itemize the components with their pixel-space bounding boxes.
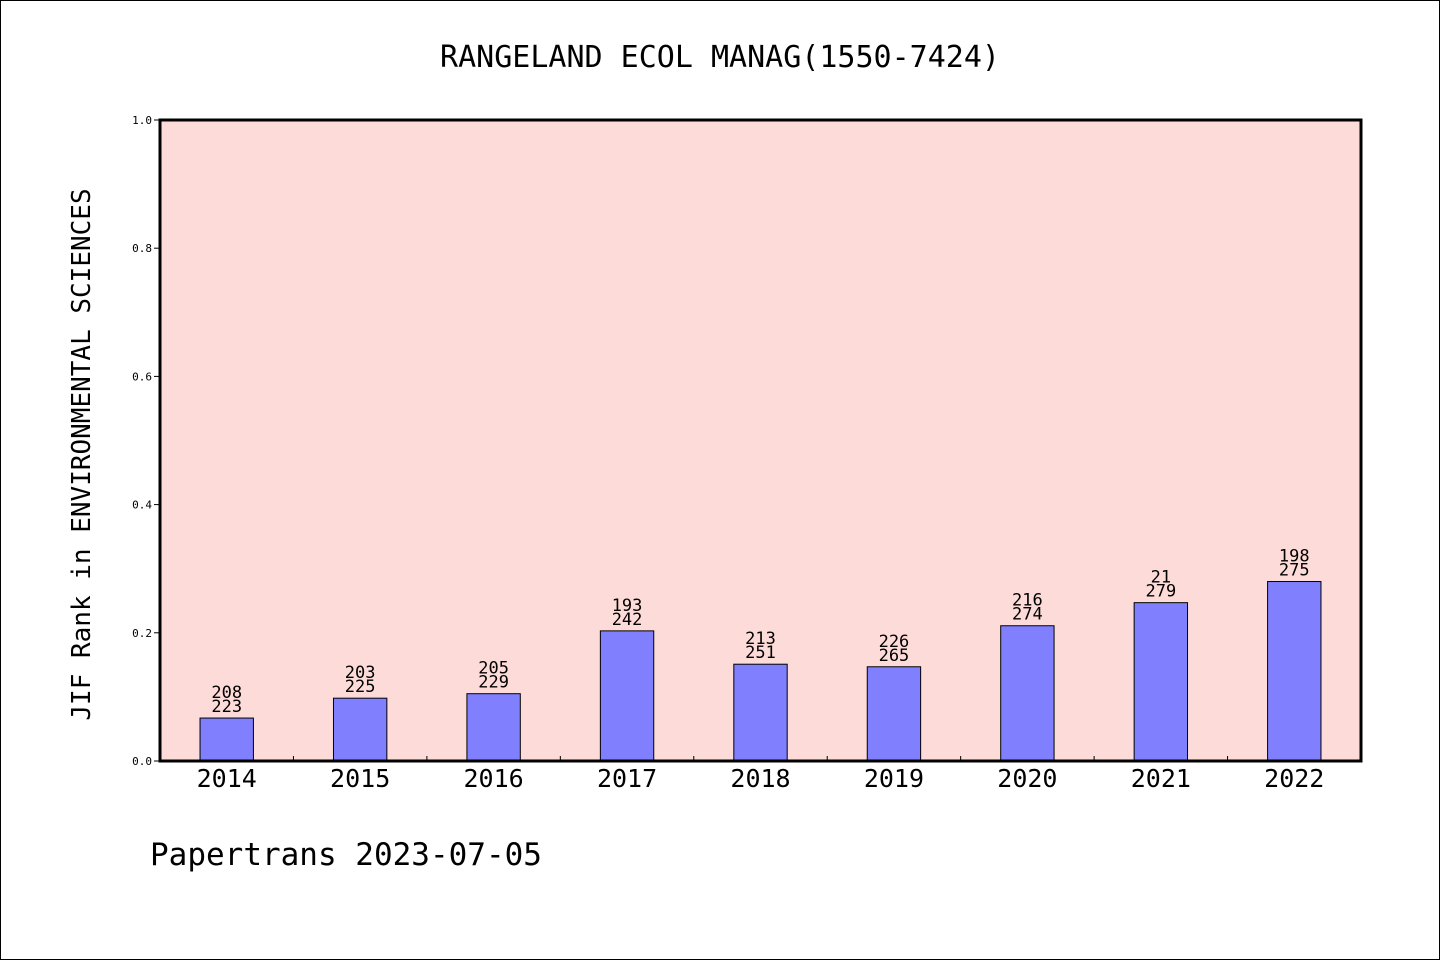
bar-2022	[1267, 581, 1322, 762]
bar-label-rank: 203	[345, 663, 376, 683]
bar-label-total: 279	[1145, 582, 1176, 602]
y-tick-label: 0.8	[132, 242, 152, 255]
plot-border	[158, 118, 1363, 763]
bar-label-rank: 216	[1012, 591, 1043, 611]
bar-label-total: 223	[211, 697, 242, 717]
bar-2021	[1133, 602, 1189, 762]
bar-label-total: 229	[478, 673, 509, 693]
bar-label-rank: 213	[745, 629, 776, 649]
bar-2017	[599, 630, 655, 762]
bar-2016	[466, 693, 521, 762]
x-tick-label: 2015	[330, 764, 390, 793]
x-axis: 2014 2015 2016 2017 2018 2019 2020 2021 2022	[197, 756, 1324, 793]
bar-label-total: 225	[345, 677, 376, 697]
bar-label-total: 242	[612, 610, 643, 630]
y-tick-label: 0.2	[132, 627, 152, 640]
bar-2015	[332, 697, 388, 762]
bar-2014	[199, 717, 254, 762]
bar-2018	[733, 663, 788, 762]
bar-label-rank: 21	[1151, 568, 1171, 588]
y-tick-label: 0.0	[132, 755, 152, 768]
bar-label-rank: 226	[879, 632, 910, 652]
bar-label-rank: 205	[478, 659, 509, 679]
x-tick-label: 2019	[864, 764, 924, 793]
y-axis: 0.0 0.2 0.4 0.6 0.8 1.0	[132, 114, 160, 768]
bar-2020	[1000, 625, 1055, 762]
y-tick-label: 0.6	[132, 370, 152, 383]
y-tick-label: 0.4	[132, 499, 152, 512]
bar-label-rank: 208	[211, 683, 242, 703]
bars	[199, 581, 1322, 762]
chart-title: RANGELAND ECOL MANAG(1550-7424)	[440, 40, 1000, 75]
y-tick-label: 1.0	[132, 114, 152, 127]
x-tick-label: 2021	[1131, 764, 1191, 793]
footer-text: Papertrans 2023-07-05	[150, 837, 542, 873]
bar-labels: 2082232032252052291932422132512262652162…	[211, 547, 1309, 718]
y-axis-label: JIF Rank in ENVIRONMENTAL SCIENCES	[67, 188, 97, 720]
bar-label-total: 274	[1012, 605, 1043, 625]
x-tick-label: 2018	[730, 764, 790, 793]
x-tick-label: 2020	[997, 764, 1057, 793]
bar-label-rank: 198	[1279, 547, 1310, 567]
bar-label-total: 251	[745, 643, 776, 663]
bar-label-rank: 193	[612, 596, 643, 616]
x-tick-label: 2016	[464, 764, 524, 793]
bar-label-total: 275	[1279, 561, 1310, 581]
bar-label-total: 265	[879, 646, 910, 666]
bar-2019	[866, 666, 922, 762]
x-tick-label: 2017	[597, 764, 657, 793]
x-tick-label: 2022	[1264, 764, 1324, 793]
x-tick-label: 2014	[197, 764, 257, 793]
